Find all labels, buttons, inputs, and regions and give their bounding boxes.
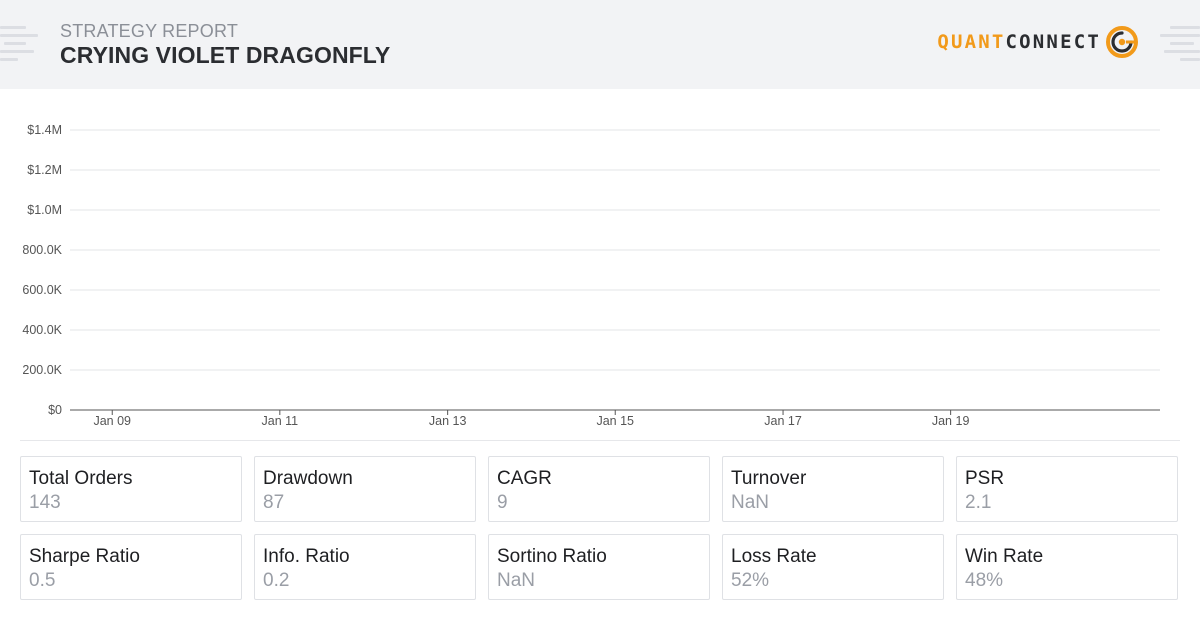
x-tick-label: Jan 11	[262, 414, 299, 428]
y-tick-label: 600.0K	[22, 283, 62, 297]
x-tick-label: Jan 19	[932, 414, 970, 428]
stat-label: Turnover	[731, 468, 807, 489]
y-tick-label: 400.0K	[22, 323, 62, 337]
stat-card: Drawdown 87	[254, 456, 476, 522]
section-divider	[20, 440, 1180, 441]
stat-card: Sortino Ratio NaN	[488, 534, 710, 600]
stat-card: PSR 2.1	[956, 456, 1178, 522]
y-tick-label: $0	[48, 403, 62, 417]
x-tick-label: Jan 15	[596, 414, 634, 428]
logo-text-connect: CONNECT	[1005, 31, 1101, 53]
logo-text-quant: QUANT	[937, 31, 1006, 53]
x-tick-label: Jan 17	[764, 414, 802, 428]
stat-label: Sharpe Ratio	[29, 546, 140, 567]
stat-value: 87	[263, 492, 285, 513]
quantconnect-logo[interactable]: QUANT CONNECT	[937, 24, 1140, 60]
quantconnect-logo-icon	[1106, 26, 1138, 58]
x-tick-label: Jan 09	[93, 414, 131, 428]
stat-value: 0.2	[263, 570, 290, 591]
y-tick-label: $1.0M	[27, 203, 62, 217]
equity-chart: $0 200.0K 400.0K 600.0K 800.0K $1.0M $1.2M $1.4…	[22, 123, 1160, 428]
stat-label: Total Orders	[29, 468, 133, 489]
stat-label: Win Rate	[965, 546, 1044, 567]
stat-label: CAGR	[497, 468, 552, 489]
y-tick-label: $1.2M	[27, 163, 62, 177]
y-tick-label: 800.0K	[22, 243, 62, 257]
stat-value: NaN	[497, 570, 536, 591]
stat-value: 143	[29, 492, 61, 513]
stat-card: Info. Ratio 0.2	[254, 534, 476, 600]
stat-label: Loss Rate	[731, 546, 817, 567]
stat-value: NaN	[731, 492, 770, 513]
y-tick-label: 200.0K	[22, 363, 62, 377]
stat-value: 9	[497, 492, 508, 513]
stat-card: Loss Rate 52%	[722, 534, 944, 600]
stat-card: Win Rate 48%	[956, 534, 1178, 600]
stat-card: Total Orders 143	[20, 456, 242, 522]
x-tick-label: Jan 13	[429, 414, 467, 428]
stat-label: Sortino Ratio	[497, 546, 607, 567]
stat-card: CAGR 9	[488, 456, 710, 522]
stat-value: 48%	[965, 570, 1004, 591]
report-header: STRATEGY REPORT CRYING VIOLET DRAGONFLY …	[0, 0, 1200, 89]
stat-value: 0.5	[29, 570, 56, 591]
stat-value: 2.1	[965, 492, 992, 513]
stat-label: PSR	[965, 468, 1005, 489]
report-subtitle: STRATEGY REPORT	[60, 21, 239, 41]
stat-label: Drawdown	[263, 468, 353, 489]
stat-value: 52%	[731, 570, 770, 591]
strategy-name: CRYING VIOLET DRAGONFLY	[60, 42, 391, 68]
stat-card: Turnover NaN	[722, 456, 944, 522]
stat-label: Info. Ratio	[263, 546, 350, 567]
y-tick-label: $1.4M	[27, 123, 62, 137]
stat-card: Sharpe Ratio 0.5	[20, 534, 242, 600]
